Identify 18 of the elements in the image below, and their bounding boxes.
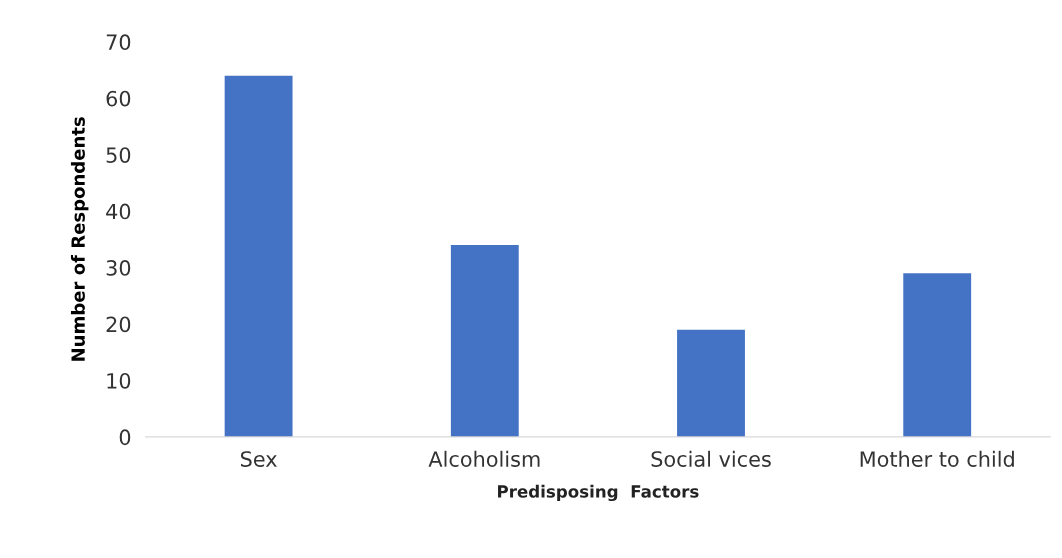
x-axis-title: Predisposing Factors <box>498 484 699 502</box>
y-tick-label: 30 <box>106 260 131 276</box>
y-tick-label: 10 <box>107 372 131 389</box>
y-tick-label: 50 <box>106 147 131 163</box>
y-tick-label: 70 <box>106 34 131 51</box>
y-axis-title: Number of Respondents <box>70 117 89 361</box>
bar <box>677 329 745 437</box>
y-tick-label: 0 <box>119 429 131 446</box>
x-tick-label: Sex <box>240 451 277 467</box>
y-tick-label: 60 <box>106 90 131 107</box>
y-tick-label: 40 <box>106 203 131 220</box>
x-tick-label: Mother to child <box>860 450 1014 467</box>
bar <box>224 75 293 437</box>
bar <box>450 245 519 437</box>
bar <box>903 273 972 437</box>
x-tick-label: Social vices <box>651 450 771 467</box>
y-tick-label: 20 <box>106 316 131 333</box>
x-tick-label: Alcoholism <box>428 450 540 467</box>
